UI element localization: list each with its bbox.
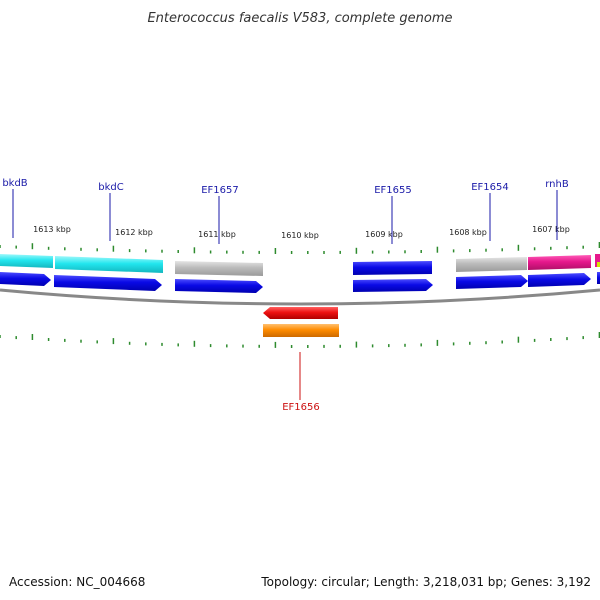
gene-label-EF1654[interactable]: EF1654: [471, 182, 509, 193]
feature-cyan: [55, 256, 163, 273]
genome-summary-text: Topology: circular; Length: 3,218,031 bp…: [260, 575, 591, 589]
map-title: Enterococcus faecalis V583, complete gen…: [147, 11, 452, 26]
gene-label-EF1655[interactable]: EF1655: [374, 185, 412, 196]
feature-cyan-left: [0, 254, 53, 268]
feature-blue: [353, 261, 432, 275]
feature-ring-outer: [0, 254, 600, 276]
scale-label-1607: 1607 kbp: [532, 225, 570, 234]
scale-label-1613: 1613 kbp: [33, 225, 71, 234]
scale-label-1610: 1610 kbp: [281, 231, 319, 240]
scale-label-1612: 1612 kbp: [115, 228, 153, 237]
gene-arrow-rnhB: [528, 273, 591, 287]
gene-labels: bkdB bkdC EF1657 EF1655 EF1654 rnhB EF16…: [2, 178, 569, 413]
feature-gray: [175, 261, 263, 276]
label-pointer-lines: [12, 189, 558, 400]
scale-label-1611: 1611 kbp: [198, 230, 236, 239]
gene-arrow-EF1654: [456, 275, 528, 289]
gene-label-EF1656[interactable]: EF1656: [282, 402, 320, 413]
inner-tick-row: [0, 332, 600, 348]
feature-gray-2: [456, 257, 527, 272]
gene-label-bkdC[interactable]: bkdC: [98, 182, 123, 193]
scale-label-1609: 1609 kbp: [365, 230, 403, 239]
reverse-strand-genes: [263, 307, 339, 337]
genome-backbone: [0, 288, 600, 306]
forward-strand-genes: [0, 272, 600, 293]
gene-arrow-EF1657: [175, 279, 263, 293]
gene-label-rnhB[interactable]: rnhB: [545, 179, 569, 190]
scale-label-1608: 1608 kbp: [449, 228, 487, 237]
outer-tick-row: [0, 242, 600, 254]
feature-edge-strip-2: [597, 262, 600, 267]
gene-arrow-bkdC: [54, 275, 162, 291]
gene-arrow-EF1655: [353, 279, 433, 292]
feature-edge-strip: [595, 254, 600, 267]
gene-arrow-bkdB: [0, 272, 51, 286]
gene-arrow-EF1656: [263, 307, 338, 319]
accession-text: Accession: NC_004668: [9, 575, 145, 589]
scale-labels: 1613 kbp 1612 kbp 1611 kbp 1610 kbp 1609…: [33, 225, 570, 240]
feature-orange: [263, 324, 339, 337]
feature-magenta: [528, 255, 591, 270]
gene-label-EF1657[interactable]: EF1657: [201, 185, 239, 196]
gene-arrow-right-edge: [597, 272, 600, 284]
gene-label-bkdB[interactable]: bkdB: [2, 178, 27, 189]
